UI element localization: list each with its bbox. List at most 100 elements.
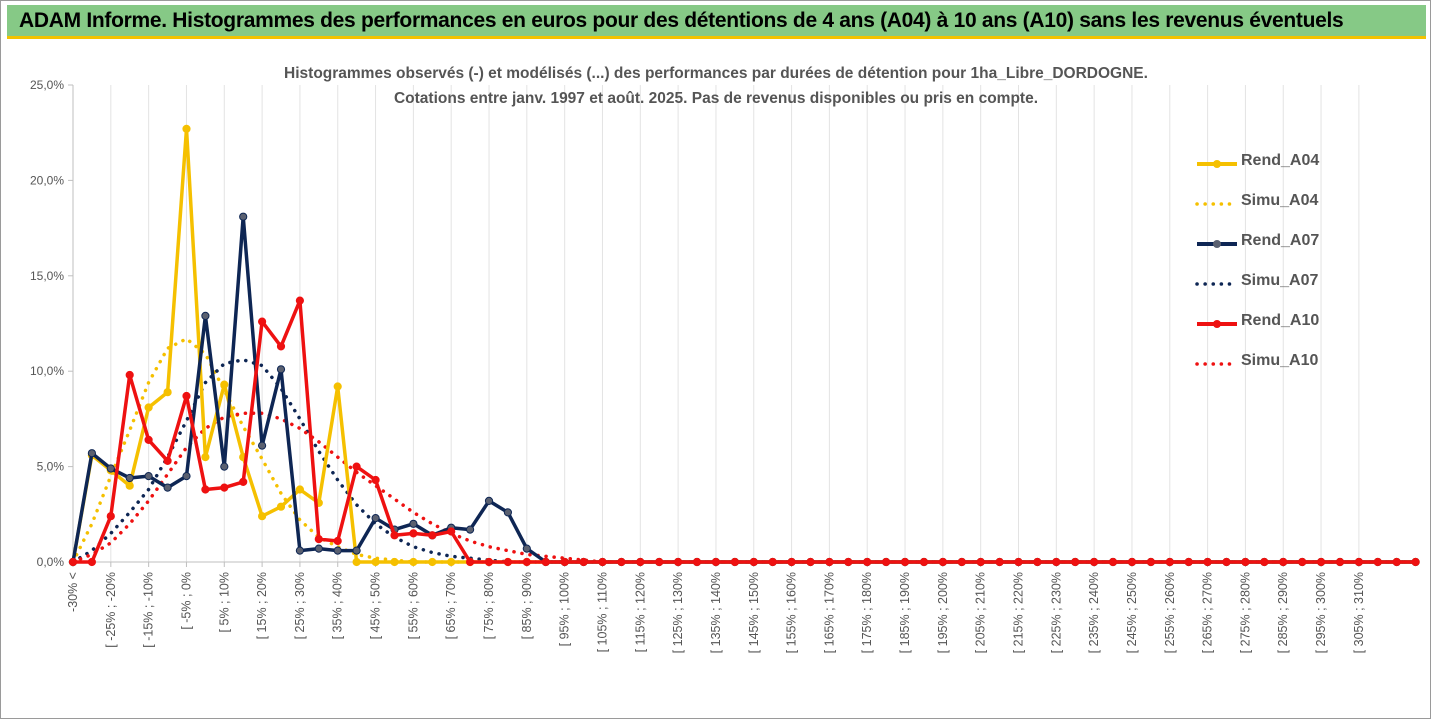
x-tick-label: [ 25% ; 30%: [293, 572, 307, 639]
data-point: [1165, 557, 1174, 567]
data-point: [314, 535, 323, 544]
data-point: [1052, 557, 1061, 567]
x-tick-label: [ 225% ; 230%: [1049, 572, 1063, 653]
data-point: [87, 557, 97, 567]
legend-swatch-rend-a10: [1197, 320, 1237, 328]
x-tick-label: [ 65% ; 70%: [444, 572, 458, 639]
data-point: [806, 557, 815, 567]
x-tick-label: [ 215% ; 220%: [1012, 572, 1026, 653]
data-point: [844, 557, 853, 567]
data-point: [447, 527, 456, 536]
x-axis: -30% < [ -25% ; -20% [ -15% ; -10% [ -5% ; …: [66, 561, 1385, 653]
banner-underline: [7, 36, 1426, 39]
data-point: [68, 557, 78, 567]
data-point: [409, 519, 418, 528]
data-point: [1354, 557, 1364, 567]
data-point: [900, 557, 910, 567]
legend-item-rend-a07: Rend_A07: [1191, 224, 1391, 264]
legend-swatch-simu-a07: [1195, 282, 1239, 286]
x-tick-label: [ 125% ; 130%: [671, 572, 685, 653]
x-tick-label: [ 155% ; 160%: [785, 572, 799, 653]
legend-label-simu-a04: Simu_A04: [1241, 192, 1319, 209]
data-point: [1241, 557, 1250, 567]
report-banner-title: ADAM Informe. Histogrammes des performan…: [7, 5, 1426, 36]
x-tick-label: [ 195% ; 200%: [936, 572, 950, 653]
data-point: [258, 512, 267, 521]
data-point: [352, 546, 361, 555]
data-point: [503, 557, 512, 567]
data-point: [352, 557, 361, 567]
data-point: [1260, 557, 1269, 567]
x-tick-label: [ 205% ; 210%: [974, 572, 988, 653]
data-point: [1108, 557, 1118, 567]
x-tick-label: [ 265% ; 270%: [1201, 572, 1215, 653]
data-point: [428, 557, 437, 567]
data-point: [276, 502, 286, 511]
data-point: [636, 557, 645, 567]
gridlines: [72, 85, 1360, 562]
data-point: [220, 483, 229, 492]
series-rend-a10: [68, 296, 1420, 567]
data-point: [1033, 557, 1042, 567]
data-point: [522, 557, 531, 567]
data-point: [106, 464, 115, 473]
x-tick-label: [ 255% ; 260%: [1163, 572, 1177, 653]
x-tick-label: [ 35% ; 40%: [331, 572, 345, 639]
x-tick-label: [ 105% ; 110%: [595, 572, 609, 652]
data-point: [768, 557, 777, 567]
legend-swatch-rend-a04: [1197, 160, 1237, 168]
data-point: [220, 462, 229, 471]
data-point: [466, 525, 475, 534]
data-point: [674, 557, 683, 567]
legend-item-simu-a07: Simu_A07: [1191, 264, 1391, 304]
data-point: [1203, 557, 1212, 567]
data-point: [919, 557, 929, 567]
data-point: [1071, 557, 1080, 567]
data-point: [163, 483, 172, 492]
y-tick-label: 0,0%: [37, 555, 65, 569]
data-point: [352, 462, 361, 471]
legend-label-simu-a07: Simu_A07: [1241, 272, 1319, 289]
data-point: [541, 557, 550, 567]
data-point: [258, 441, 267, 450]
x-tick-label: [ 175% ; 180%: [860, 572, 874, 653]
data-point: [201, 311, 210, 320]
legend: Rend_A04 Simu_A04 Rend_A07 Simu_A07 Rend…: [1191, 144, 1391, 384]
data-point: [144, 403, 153, 412]
x-tick-label: [ 135% ; 140%: [709, 572, 723, 653]
data-point: [711, 557, 721, 567]
data-point: [484, 496, 494, 505]
x-tick-label: [ 165% ; 170%: [822, 572, 836, 653]
data-point: [409, 557, 418, 567]
x-tick-label: [ 235% ; 240%: [1087, 572, 1101, 653]
data-point: [1298, 557, 1307, 567]
data-point: [882, 557, 891, 567]
data-point: [428, 531, 437, 540]
data-point: [258, 317, 267, 326]
series-layer: [68, 124, 1420, 567]
data-point: [1279, 557, 1288, 567]
data-point: [125, 481, 134, 490]
data-point: [976, 557, 985, 567]
chart-title-line-2: Cotations entre janv. 1997 et août. 2025…: [393, 90, 1039, 107]
data-point: [182, 391, 191, 401]
y-tick-label: 25,0%: [30, 78, 64, 92]
data-point: [390, 531, 399, 540]
data-point: [522, 544, 531, 553]
x-tick-label: [ 95% ; 100%: [558, 572, 572, 646]
data-point: [371, 514, 380, 523]
data-point: [314, 544, 323, 553]
x-tick-label: -30% <: [66, 572, 80, 612]
data-point: [371, 475, 380, 485]
data-point: [466, 557, 475, 567]
x-tick-label: [ 15% ; 20%: [255, 572, 269, 639]
x-tick-label: [ 45% ; 50%: [369, 572, 383, 639]
legend-swatch-simu-a10: [1195, 362, 1239, 366]
x-tick-label: [ 85% ; 90%: [520, 572, 534, 639]
data-point: [409, 529, 418, 538]
legend-label-simu-a10: Simu_A10: [1241, 352, 1319, 369]
data-point: [276, 342, 286, 351]
data-point: [787, 557, 796, 567]
data-point: [182, 472, 191, 481]
